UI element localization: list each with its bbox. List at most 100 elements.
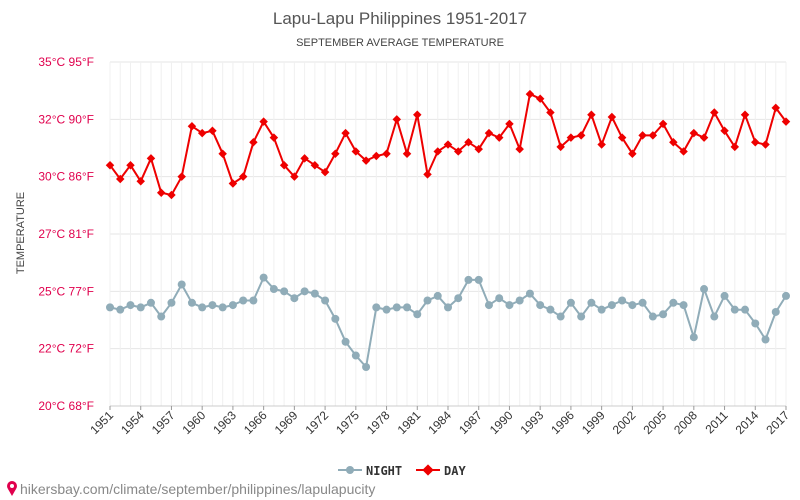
data-point[interactable]	[587, 298, 596, 307]
data-point[interactable]	[433, 291, 442, 300]
data-point[interactable]	[453, 147, 463, 156]
data-point[interactable]	[525, 289, 534, 298]
data-point[interactable]	[494, 133, 504, 142]
data-point[interactable]	[279, 160, 289, 170]
data-point[interactable]	[761, 335, 770, 344]
data-point[interactable]	[228, 179, 238, 188]
data-point[interactable]	[310, 289, 319, 298]
data-point[interactable]	[300, 154, 309, 163]
data-point[interactable]	[382, 305, 391, 314]
data-point[interactable]	[238, 172, 248, 181]
data-point[interactable]	[566, 298, 575, 307]
data-point[interactable]	[495, 294, 504, 303]
data-point[interactable]	[392, 303, 401, 312]
data-point[interactable]	[136, 303, 145, 312]
legend-item-night[interactable]: NIGHT	[338, 464, 402, 478]
data-point[interactable]	[587, 110, 596, 119]
data-point[interactable]	[310, 160, 320, 170]
data-point[interactable]	[372, 151, 381, 161]
data-point[interactable]	[146, 298, 155, 307]
data-point[interactable]	[208, 126, 217, 136]
data-point[interactable]	[659, 310, 668, 319]
data-point[interactable]	[300, 287, 309, 296]
data-point[interactable]	[218, 149, 227, 158]
data-point[interactable]	[218, 303, 227, 312]
data-point[interactable]	[576, 131, 586, 140]
data-point[interactable]	[187, 121, 197, 131]
data-point[interactable]	[167, 298, 176, 307]
data-point[interactable]	[546, 305, 555, 314]
data-point[interactable]	[505, 119, 514, 129]
data-point[interactable]	[167, 190, 176, 200]
data-point[interactable]	[607, 112, 617, 122]
data-point[interactable]	[280, 287, 289, 296]
data-point[interactable]	[362, 363, 371, 372]
data-point[interactable]	[105, 160, 115, 170]
data-point[interactable]	[331, 149, 340, 158]
data-point[interactable]	[607, 301, 616, 310]
data-point[interactable]	[116, 305, 125, 314]
data-point[interactable]	[782, 291, 790, 300]
data-point[interactable]	[392, 115, 402, 124]
data-point[interactable]	[638, 298, 647, 307]
data-point[interactable]	[249, 296, 258, 305]
data-point[interactable]	[618, 296, 627, 305]
data-point[interactable]	[484, 301, 493, 310]
data-point[interactable]	[597, 305, 606, 314]
data-point[interactable]	[136, 177, 145, 186]
data-point[interactable]	[321, 296, 330, 305]
data-point[interactable]	[536, 301, 545, 310]
data-point[interactable]	[454, 294, 463, 303]
data-point[interactable]	[474, 144, 483, 154]
data-point[interactable]	[157, 312, 166, 321]
data-point[interactable]	[730, 305, 739, 314]
data-point[interactable]	[648, 312, 657, 321]
data-point[interactable]	[638, 131, 647, 140]
data-point[interactable]	[628, 301, 637, 310]
data-point[interactable]	[597, 140, 606, 149]
data-point[interactable]	[290, 172, 299, 181]
data-point[interactable]	[689, 333, 698, 342]
data-point[interactable]	[290, 294, 299, 303]
data-point[interactable]	[249, 138, 258, 147]
data-point[interactable]	[444, 303, 452, 312]
data-point[interactable]	[515, 144, 524, 154]
data-point[interactable]	[577, 312, 586, 321]
data-point[interactable]	[484, 128, 494, 138]
data-point[interactable]	[505, 301, 514, 310]
data-point[interactable]	[741, 305, 750, 314]
legend[interactable]: NIGHT DAY	[338, 464, 466, 478]
data-point[interactable]	[751, 138, 760, 147]
data-point[interactable]	[126, 301, 135, 310]
data-point[interactable]	[669, 298, 678, 307]
data-point[interactable]	[382, 149, 391, 158]
data-point[interactable]	[464, 275, 473, 284]
data-point[interactable]	[361, 156, 371, 165]
data-point[interactable]	[208, 301, 217, 310]
data-point[interactable]	[433, 147, 443, 156]
data-point[interactable]	[198, 303, 207, 312]
data-point[interactable]	[351, 351, 360, 360]
data-point[interactable]	[372, 303, 381, 312]
data-point[interactable]	[710, 108, 719, 117]
data-point[interactable]	[751, 319, 760, 328]
data-point[interactable]	[106, 303, 114, 312]
data-point[interactable]	[156, 188, 166, 197]
data-point[interactable]	[146, 154, 156, 163]
data-point[interactable]	[464, 138, 473, 147]
data-point[interactable]	[761, 140, 770, 149]
data-point[interactable]	[515, 296, 524, 305]
data-point[interactable]	[720, 291, 729, 300]
data-point[interactable]	[403, 303, 412, 312]
data-point[interactable]	[269, 133, 279, 142]
source-text[interactable]: hikersbay.com/climate/september/philippi…	[20, 481, 375, 497]
data-point[interactable]	[320, 167, 330, 177]
data-point[interactable]	[700, 285, 709, 294]
data-point[interactable]	[351, 147, 361, 156]
data-point[interactable]	[679, 301, 688, 310]
data-point[interactable]	[126, 160, 135, 170]
data-point[interactable]	[269, 285, 278, 294]
data-point[interactable]	[710, 312, 719, 321]
data-point[interactable]	[443, 140, 453, 149]
data-point[interactable]	[413, 110, 422, 119]
